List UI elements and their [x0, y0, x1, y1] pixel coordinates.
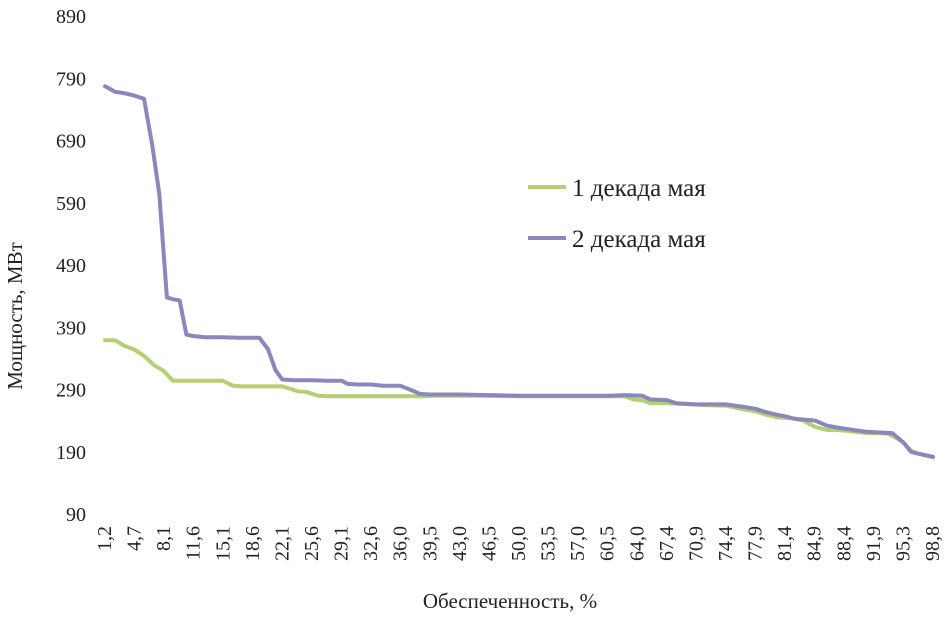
- x-tick-label: 91,9: [863, 526, 885, 561]
- x-tick-label: 15,1: [212, 526, 234, 561]
- x-tick-label: 32,6: [360, 526, 382, 561]
- x-tick-label: 50,0: [508, 526, 530, 561]
- y-tick-label: 790: [56, 68, 86, 90]
- x-tick-label: 74,4: [715, 526, 737, 561]
- x-tick-label: 25,6: [301, 526, 323, 561]
- legend-label-2: 2 декада мая: [572, 226, 706, 253]
- y-tick-label: 590: [56, 193, 86, 215]
- x-tick-label: 18,6: [242, 526, 264, 561]
- x-tick-label: 77,9: [745, 526, 767, 561]
- x-tick-label: 4,7: [124, 526, 146, 551]
- x-axis-title: Обеспеченность, %: [423, 589, 597, 613]
- x-tick-label: 64,0: [626, 526, 648, 561]
- x-tick-label: 29,1: [331, 526, 353, 561]
- x-tick-label: 1,2: [94, 526, 116, 551]
- series-line-2: [103, 84, 935, 459]
- x-tick-label: 88,4: [833, 526, 855, 561]
- x-tick-label: 39,5: [419, 526, 441, 561]
- x-axis-ticks: 1,2 4,7 8,1 11,6 15,1 18,6 22,1 25,6 29,1 32,6 36,…: [94, 526, 944, 561]
- x-tick-label: 84,9: [804, 526, 826, 561]
- x-tick-label: 70,9: [685, 526, 707, 561]
- series-layer: [103, 84, 935, 460]
- y-tick-label: 390: [56, 317, 86, 339]
- x-tick-label: 53,5: [538, 526, 560, 561]
- legend: 1 декада мая 2 декада мая: [528, 175, 706, 253]
- x-tick-label: 8,1: [153, 526, 175, 551]
- x-tick-label: 98,8: [922, 526, 944, 561]
- x-tick-label: 36,0: [390, 526, 412, 561]
- x-tick-label: 46,5: [478, 526, 500, 561]
- y-tick-label: 290: [56, 380, 86, 402]
- y-tick-label: 90: [66, 504, 86, 526]
- y-tick-label: 690: [56, 131, 86, 153]
- x-tick-label: 43,0: [449, 526, 471, 561]
- y-tick-label: 890: [56, 6, 86, 28]
- x-tick-label: 11,6: [183, 526, 205, 560]
- x-tick-label: 57,0: [567, 526, 589, 561]
- x-tick-label: 60,5: [597, 526, 619, 561]
- y-axis-title: Мощность, МВт: [3, 242, 27, 390]
- legend-label-1: 1 декада мая: [572, 175, 706, 202]
- y-tick-label: 490: [56, 255, 86, 277]
- x-tick-label: 95,3: [892, 526, 914, 561]
- x-tick-label: 81,4: [774, 526, 796, 561]
- x-tick-label: 67,4: [656, 526, 678, 561]
- series-line-1: [103, 338, 935, 460]
- y-axis-ticks: 890 790 690 590 490 390 290 190 90: [56, 6, 86, 526]
- y-tick-label: 190: [56, 442, 86, 464]
- x-tick-label: 22,1: [271, 526, 293, 561]
